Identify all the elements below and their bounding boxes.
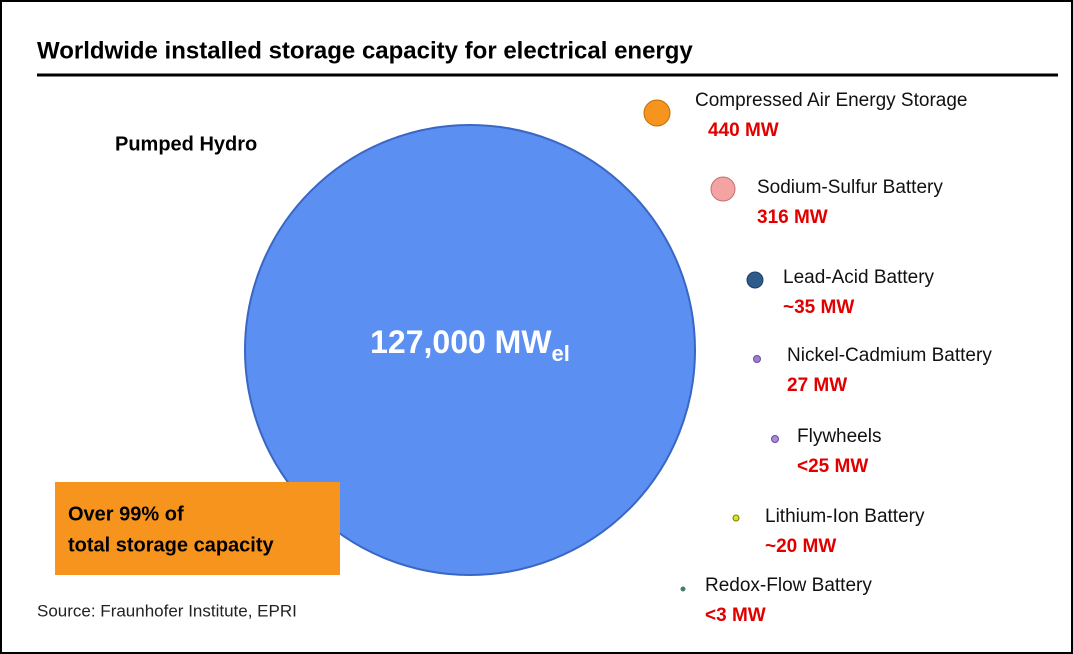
- storage-value: ~35 MW: [783, 297, 854, 318]
- storage-value: 27 MW: [787, 375, 847, 396]
- note-box: [55, 482, 340, 575]
- storage-value: ~20 MW: [765, 536, 836, 557]
- storage-value: <3 MW: [705, 605, 766, 626]
- storage-label: Compressed Air Energy Storage: [695, 90, 967, 111]
- storage-bubble: [746, 271, 764, 289]
- pumped-hydro-label: Pumped Hydro: [115, 133, 257, 155]
- storage-value: 440 MW: [708, 120, 779, 141]
- storage-bubble: [643, 99, 671, 127]
- storage-value: 316 MW: [757, 207, 828, 228]
- storage-label: Lithium-Ion Battery: [765, 506, 925, 527]
- title: Worldwide installed storage capacity for…: [37, 37, 693, 64]
- storage-label: Sodium-Sulfur Battery: [757, 177, 943, 198]
- storage-label: Redox-Flow Battery: [705, 575, 872, 596]
- pumped-hydro-value: 127,000 MWel: [370, 324, 570, 365]
- note-line: Over 99% of: [68, 503, 184, 525]
- storage-label: Nickel-Cadmium Battery: [787, 345, 992, 366]
- storage-value: <25 MW: [797, 456, 868, 477]
- storage-bubble: [710, 176, 736, 202]
- storage-bubble: [753, 355, 761, 363]
- note-line: total storage capacity: [68, 534, 275, 556]
- value-subscript: el: [552, 341, 570, 366]
- source: Source: Fraunhofer Institute, EPRI: [37, 601, 297, 620]
- storage-bubble: [680, 586, 686, 592]
- storage-bubble: [732, 514, 740, 522]
- value-text: 127,000 MW: [370, 324, 552, 360]
- storage-bubble: [771, 435, 779, 443]
- storage-label: Flywheels: [797, 426, 881, 447]
- pumped-hydro-bubble: [244, 124, 696, 576]
- storage-label: Lead-Acid Battery: [783, 267, 935, 288]
